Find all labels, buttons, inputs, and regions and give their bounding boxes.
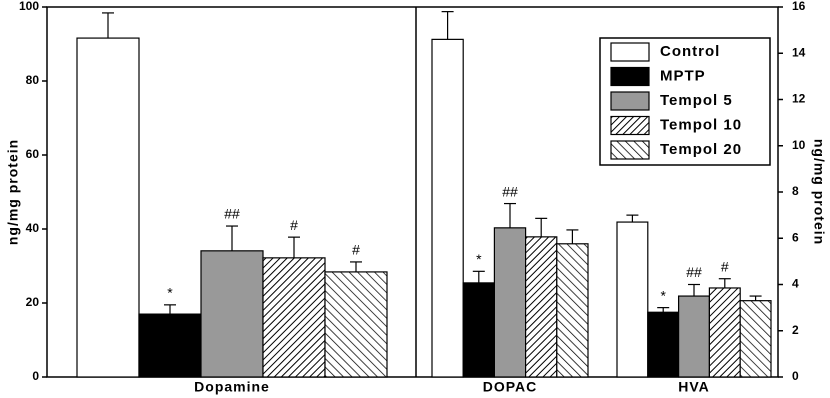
bar: [739, 300, 772, 378]
y2-tick-label: 0: [792, 369, 799, 383]
significance-marker: ##: [686, 264, 702, 280]
legend-swatch: [610, 91, 650, 111]
bar: [524, 236, 558, 378]
significance-marker: *: [476, 251, 482, 267]
significance-marker: #: [352, 242, 360, 258]
bar: [647, 311, 680, 378]
y-tick-label: 100: [19, 0, 39, 13]
legend-swatch: [610, 66, 650, 87]
y-tick-label: 20: [26, 295, 40, 309]
legend-label: Control: [660, 43, 720, 60]
bar: [200, 250, 264, 378]
significance-marker: #: [721, 258, 729, 274]
y-tick-label: 40: [26, 221, 40, 235]
legend-label: Tempol 20: [660, 141, 742, 158]
significance-marker: #: [290, 217, 298, 233]
y2-tick-label: 8: [792, 184, 799, 198]
y-tick-label: 60: [26, 147, 40, 161]
y2-axis-title: ng/mg protein: [811, 139, 827, 245]
bar: [262, 257, 326, 378]
legend-label: MPTP: [660, 67, 706, 84]
legend-label: Tempol 10: [660, 116, 742, 133]
x-tick-label: Dopamine: [194, 379, 270, 395]
bar: [462, 282, 496, 378]
bar: [138, 313, 202, 378]
y2-tick-label: 12: [792, 92, 806, 106]
x-tick-label: DOPAC: [483, 379, 538, 395]
legend-swatch: [610, 115, 650, 136]
bar: [431, 38, 464, 378]
legend-swatch: [610, 140, 650, 160]
legend-swatch: [610, 42, 650, 62]
y2-tick-label: 4: [792, 277, 799, 291]
y2-tick-label: 2: [792, 323, 799, 337]
y-axis-title: ng/mg protein: [5, 139, 21, 245]
y2-tick-label: 16: [792, 0, 806, 13]
significance-marker: *: [167, 285, 173, 301]
y-tick-label: 0: [32, 369, 39, 383]
bar: [76, 37, 140, 378]
bar: [708, 287, 741, 378]
x-tick-label: HVA: [678, 379, 710, 395]
y-tick-label: 80: [26, 73, 40, 87]
significance-marker: ##: [224, 206, 240, 222]
bar: [556, 243, 589, 378]
y2-tick-label: 14: [792, 45, 806, 59]
significance-marker: *: [660, 287, 666, 303]
y2-tick-label: 6: [792, 230, 799, 244]
significance-marker: ##: [502, 183, 518, 199]
bar: [493, 227, 527, 378]
bar: [677, 295, 710, 378]
bar: [324, 271, 388, 378]
legend-label: Tempol 5: [660, 92, 733, 109]
y2-tick-label: 10: [792, 138, 806, 152]
bar: [616, 221, 649, 378]
